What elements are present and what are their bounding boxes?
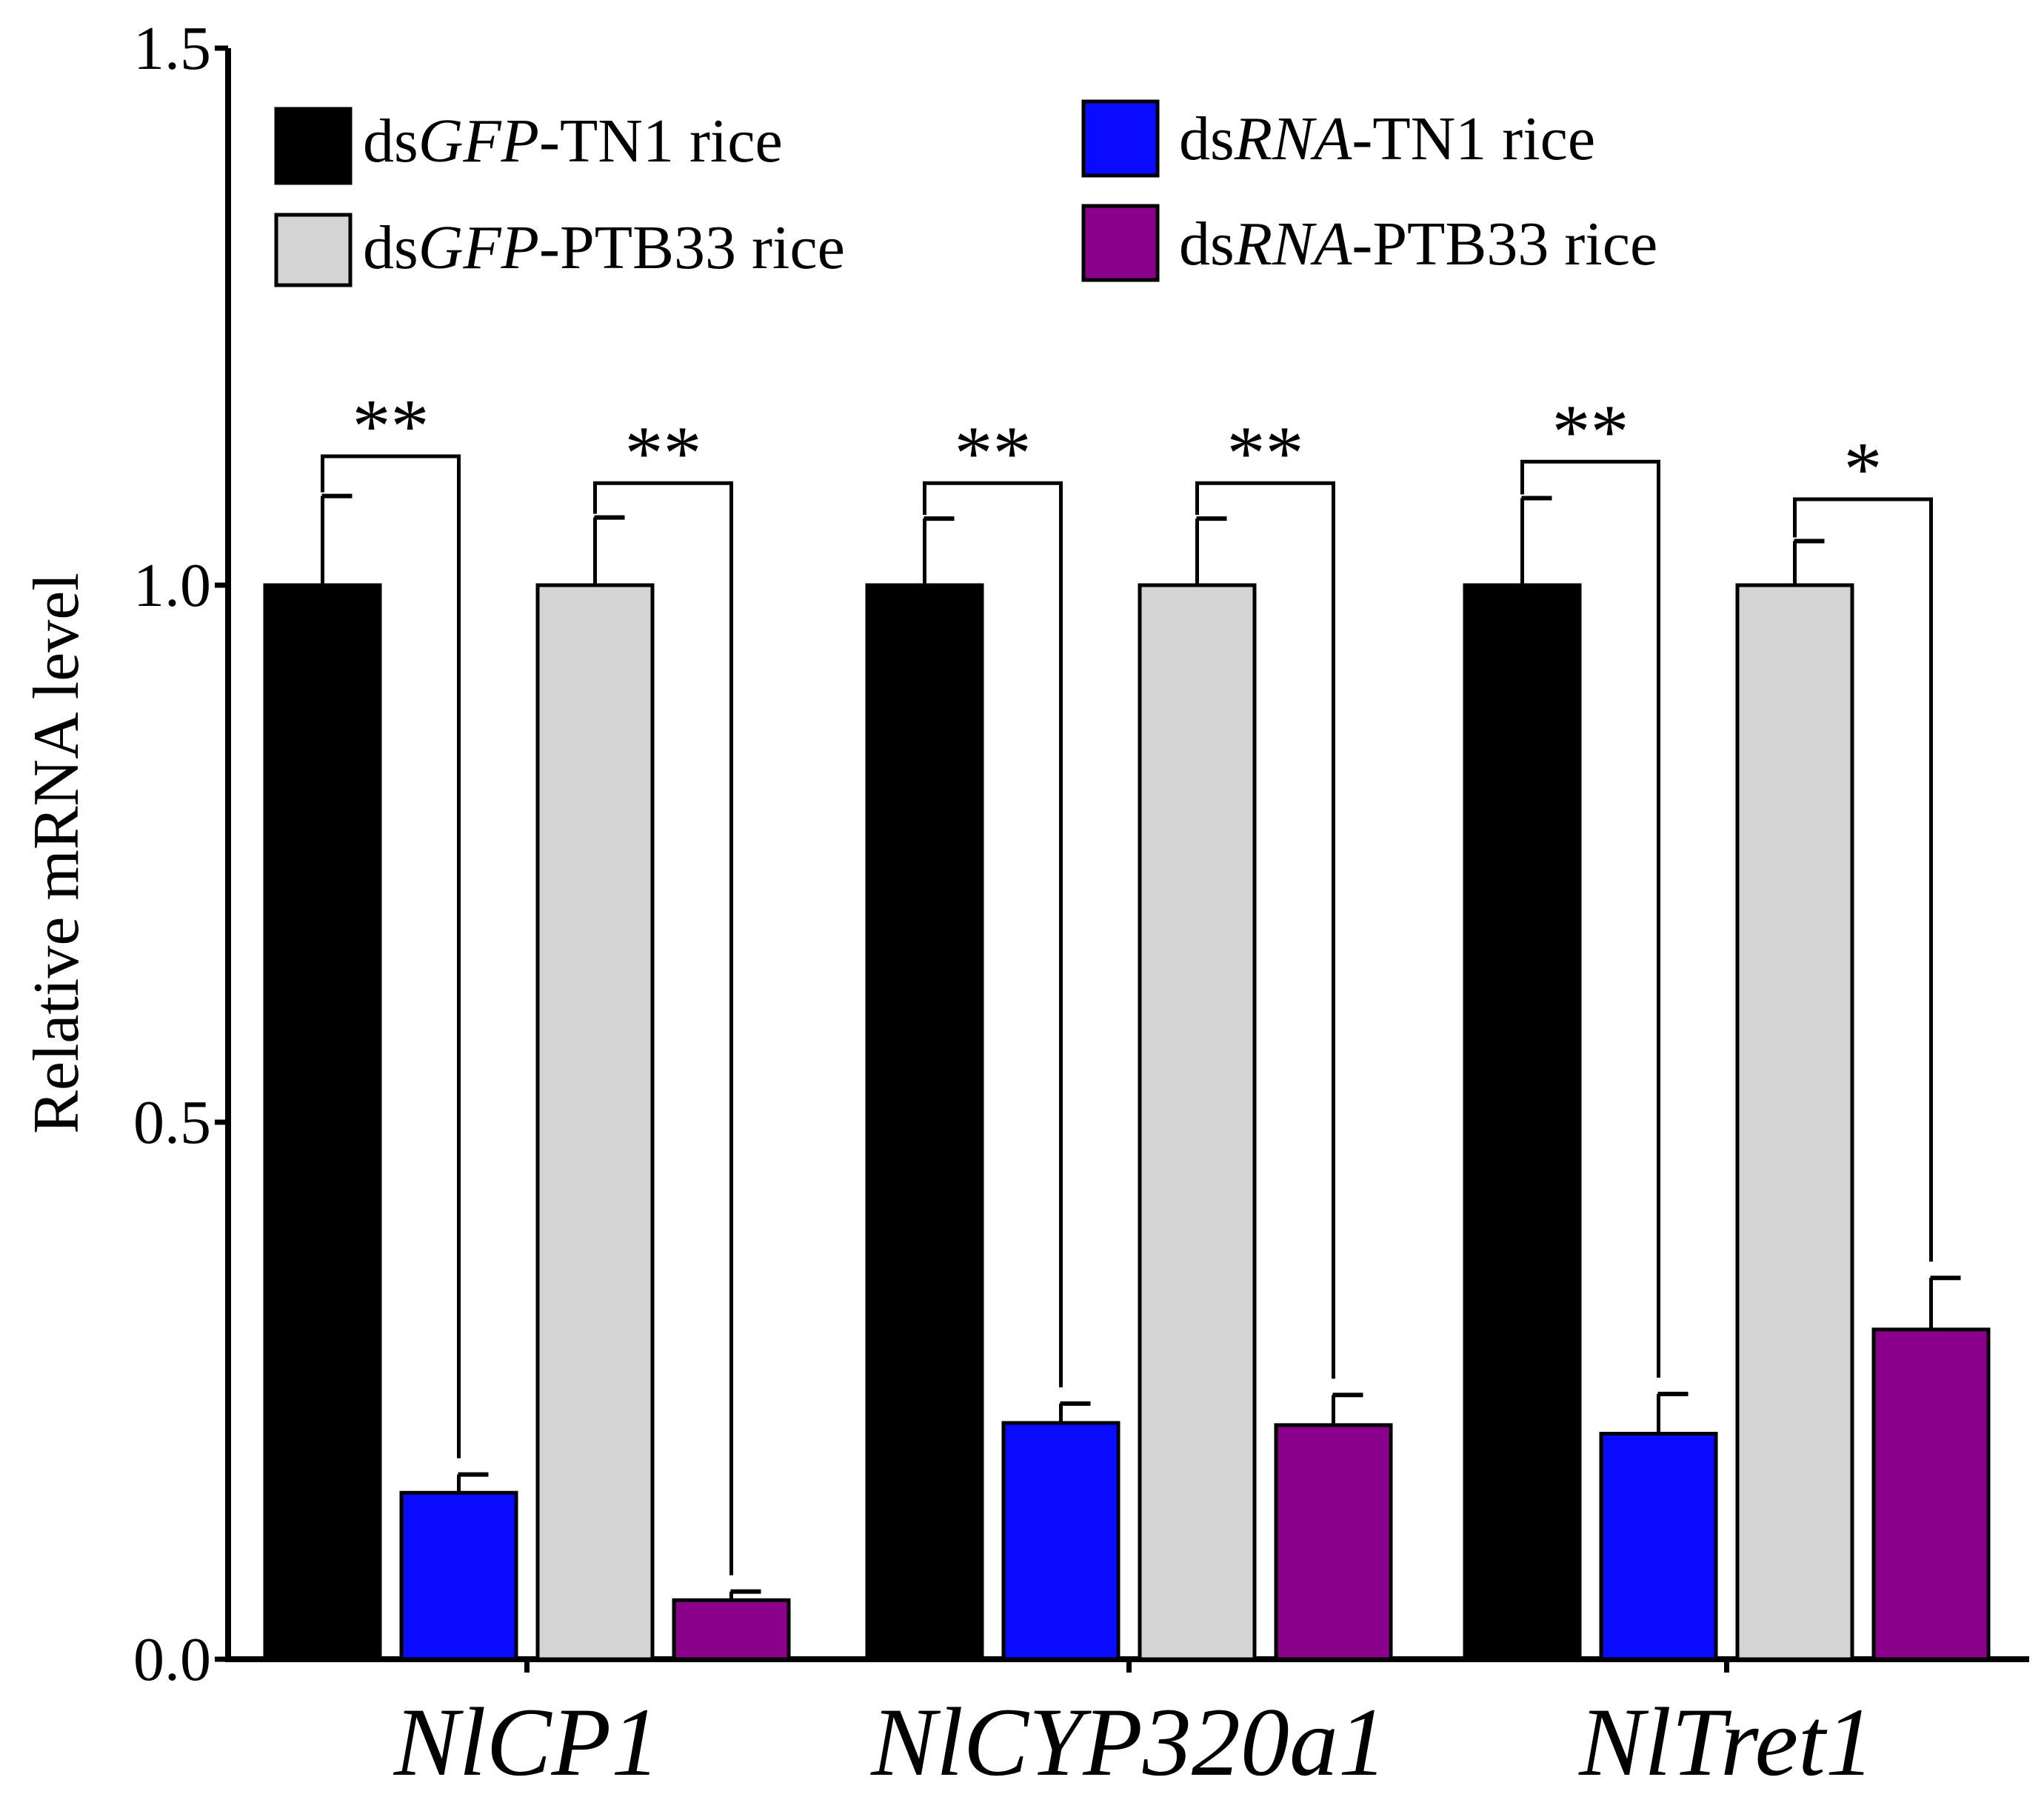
legend-label-rna-tn1: dsRNA-TN1 rice [1179, 104, 1595, 173]
y-tick-label: 0.5 [133, 1088, 211, 1157]
y-tick-label: 0.0 [133, 1625, 211, 1694]
significance-bracket [923, 481, 1063, 1387]
legend-item-gfp-tn1: dsGFP-TN1 rice [274, 107, 783, 185]
x-category-label: NlCYP320a1 [870, 1687, 1387, 1796]
significance-bracket [321, 454, 461, 1458]
legend: dsGFP-TN1 rice dsGFP-PTB33 rice dsRNA-TN… [274, 99, 1657, 287]
significance-label: ** [625, 410, 702, 496]
legend-swatch-gfp-tn1 [274, 107, 353, 185]
x-axis-ticks: NlCP1 NlCYP320a1 NlTret1 [393, 1659, 1874, 1796]
significance-label: ** [1552, 389, 1629, 474]
significance-brackets: ** ** ** ** ** * [321, 384, 1933, 1576]
significance-label: * [1844, 427, 1883, 512]
bar-gfp_ptb33-1 [1138, 583, 1257, 1661]
significance-bracket [593, 481, 733, 1576]
significance-label: ** [955, 410, 1032, 496]
x-category-label: NlCP1 [393, 1687, 660, 1796]
legend-swatch-rna-tn1 [1081, 99, 1160, 178]
bar-gfp_tn1-0 [263, 583, 382, 1661]
bar-gfp_ptb33-0 [535, 583, 655, 1661]
significance-bracket [1520, 459, 1660, 1378]
legend-item-rna-ptb33: dsRNA-PTB33 rice [1081, 204, 1657, 282]
legend-label-rna-ptb33: dsRNA-PTB33 rice [1179, 210, 1657, 279]
legend-swatch-gfp-ptb33 [274, 213, 353, 287]
bar-rna_tn1-2 [1599, 1432, 1718, 1661]
significance-bracket [1793, 497, 1933, 1262]
legend-item-gfp-ptb33: dsGFP-PTB33 rice [274, 213, 845, 287]
error-bars [321, 493, 1961, 1601]
bar-rna_tn1-1 [1001, 1421, 1120, 1661]
significance-label: ** [353, 384, 430, 469]
bar-gfp_tn1-2 [1463, 583, 1582, 1661]
y-axis-ticks: 0.0 0.5 1.0 1.5 [133, 14, 228, 1694]
bar-gfp_ptb33-2 [1735, 583, 1854, 1661]
x-category-label: NlTret1 [1578, 1687, 1874, 1796]
legend-label-gfp-tn1: dsGFP-TN1 rice [363, 107, 783, 176]
significance-label: ** [1227, 410, 1304, 496]
y-axis-title: Relative mRNA level [21, 573, 93, 1134]
legend-item-rna-tn1: dsRNA-TN1 rice [1081, 99, 1595, 178]
bar-gfp_tn1-1 [865, 583, 984, 1661]
significance-bracket [1195, 481, 1335, 1379]
legend-label-gfp-ptb33: dsGFP-PTB33 rice [363, 213, 845, 282]
bar-rna_tn1-0 [399, 1490, 518, 1661]
bar-rna_ptb33-2 [1871, 1327, 1991, 1661]
bar-series [263, 583, 1991, 1661]
bar-rna_ptb33-0 [672, 1598, 791, 1661]
legend-swatch-rna-ptb33 [1081, 204, 1160, 282]
bar-rna_ptb33-1 [1274, 1423, 1393, 1661]
y-tick-label: 1.5 [133, 14, 211, 83]
y-tick-label: 1.0 [133, 551, 211, 620]
